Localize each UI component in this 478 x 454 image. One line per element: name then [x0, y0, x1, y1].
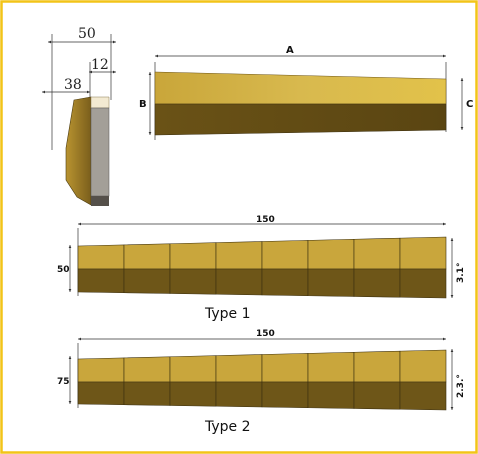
type2-segment-4-bottom — [215, 381, 263, 408]
type1-segment-7-bottom — [353, 268, 401, 298]
type1-segment-6-bottom — [307, 268, 355, 297]
type2-segment-5-bottom — [261, 381, 309, 409]
type2-angle-label: 2.3.° — [456, 374, 466, 398]
profile-gold-face — [65, 96, 92, 206]
type2-segment-1-top — [77, 357, 125, 383]
type2-segment-5-top — [261, 353, 309, 383]
type2-height-label: 75 — [57, 377, 70, 387]
type1-height-label: 50 — [57, 265, 70, 275]
type1-angle-label: 3.1° — [456, 263, 466, 283]
dim-50-label: 50 — [78, 26, 96, 42]
type1-segment-2-top — [123, 243, 171, 270]
type1-segment-4-bottom — [215, 268, 263, 296]
type2-segment-7-bottom — [353, 381, 401, 410]
type1-segment-8-bottom — [399, 268, 447, 299]
type2-segment-1-bottom — [77, 381, 125, 406]
type2-segment-3-bottom — [169, 381, 217, 407]
type2-segment-7-top — [353, 350, 401, 383]
type2-segment-4-top — [215, 354, 263, 383]
type1-caption: Type 1 — [204, 306, 251, 322]
type1-segment-3-top — [169, 242, 217, 270]
type1-segment-3-bottom — [169, 268, 217, 295]
type2-segments — [77, 349, 447, 411]
type2-segment-2-bottom — [123, 381, 171, 406]
type1-segment-5-top — [261, 240, 309, 270]
type2-segment-6-top — [307, 351, 355, 383]
type2-length-label: 150 — [256, 329, 275, 339]
type1-segments — [77, 236, 447, 299]
dim-12-label: 12 — [91, 57, 109, 73]
type2-segment-6-bottom — [307, 381, 355, 409]
type1-strip: 150 50 3.1° Type 1 — [57, 215, 466, 322]
label-b: B — [139, 99, 147, 110]
type2-segment-3-top — [169, 355, 217, 383]
type1-segment-5-bottom — [261, 268, 309, 297]
side-view: 50 12 38 — [42, 26, 116, 206]
type1-segment-8-top — [399, 236, 447, 270]
type1-length-label: 150 — [256, 215, 275, 225]
type2-segment-8-bottom — [399, 381, 447, 411]
type2-caption: Type 2 — [204, 419, 251, 435]
label-a: A — [286, 45, 294, 56]
type1-segment-4-top — [215, 241, 263, 270]
label-c: C — [466, 99, 473, 110]
top-block: A B C — [139, 45, 473, 140]
dim-38-label: 38 — [64, 77, 82, 93]
profile-top-cap — [90, 96, 110, 109]
profile-steel-face — [90, 107, 110, 197]
type2-segment-8-top — [399, 349, 447, 383]
block-top-face — [154, 71, 447, 105]
type1-segment-1-top — [77, 244, 125, 270]
type1-segment-2-bottom — [123, 268, 171, 294]
profile-base — [91, 196, 109, 206]
type2-strip: 150 75 2.3.° Type 2 — [57, 329, 466, 435]
type1-segment-7-top — [353, 237, 401, 270]
type1-segment-6-top — [307, 238, 355, 270]
type2-segment-2-top — [123, 356, 171, 383]
type1-segment-1-bottom — [77, 268, 125, 294]
block-bottom-face — [154, 103, 447, 136]
